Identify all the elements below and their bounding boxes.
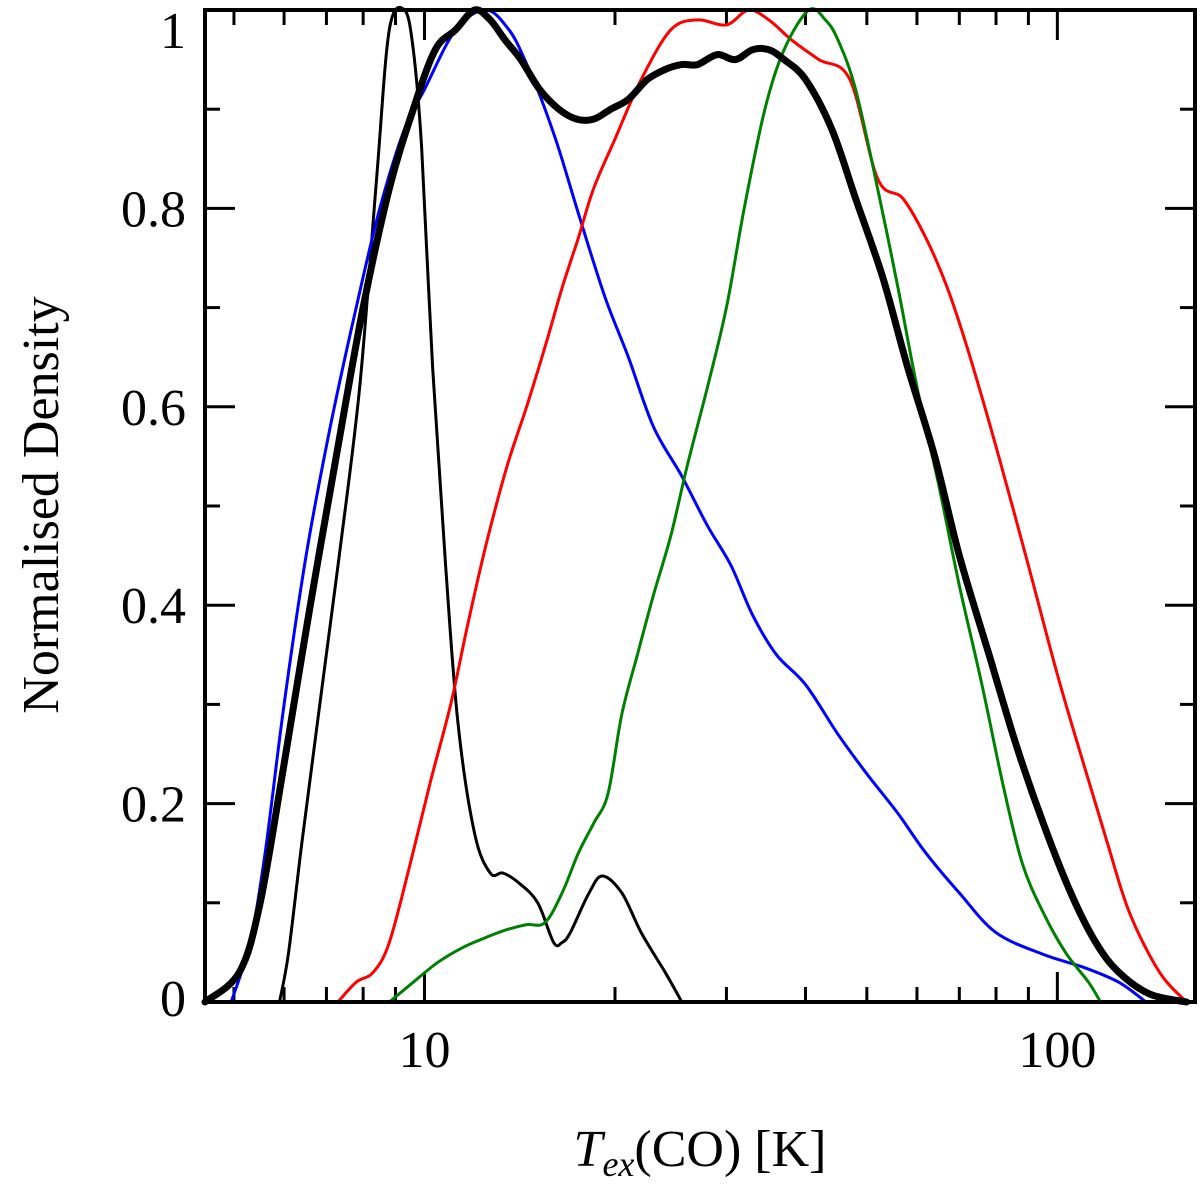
y-tick-label: 0.6 <box>121 380 186 437</box>
y-tick-label: 0 <box>160 971 186 1028</box>
plot-frame <box>203 8 1197 1004</box>
y-tick-label: 0.8 <box>121 181 186 238</box>
x-axis-title-subscript: ex <box>602 1144 634 1184</box>
x-axis-title-rest: (CO) [K] <box>634 1121 826 1178</box>
x-axis-title: Tex(CO) [K] <box>574 1121 827 1184</box>
series-layer <box>201 5 1190 1006</box>
series-line-thick-black <box>201 6 1190 1006</box>
y-tick-label: 0.4 <box>121 578 186 635</box>
y-tick-label: 1 <box>160 3 186 60</box>
y-tick-label: 0.2 <box>121 777 186 834</box>
series-line-red <box>336 8 1188 1004</box>
series-line-green <box>387 7 1102 1004</box>
series-line-blue <box>229 8 1148 1004</box>
y-axis-title: Normalised Density <box>13 296 70 713</box>
x-tick-label: 100 <box>1018 1022 1096 1079</box>
axis-ticks <box>205 8 1195 1004</box>
x-tick-label: 10 <box>398 1022 450 1079</box>
series-line-thin-black <box>278 5 684 1004</box>
tick-labels: 10 100 0 0.2 0.4 0.6 0.8 1 <box>121 3 1096 1079</box>
x-axis-title-symbol: T <box>574 1121 606 1178</box>
